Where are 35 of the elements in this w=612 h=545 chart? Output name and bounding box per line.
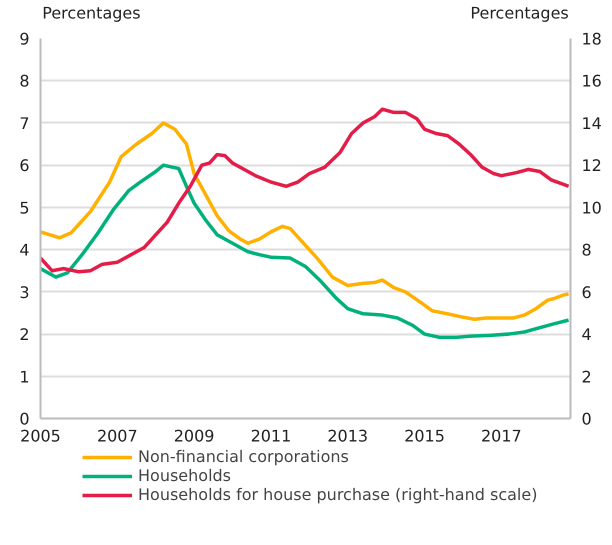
y-tick-label: 0 — [19, 410, 30, 428]
y2-tick-label: 10 — [582, 198, 602, 218]
y-tick-label: 5 — [19, 198, 30, 218]
line-series — [40, 121, 570, 322]
y-tick-label: 7 — [19, 114, 30, 133]
y2-tick-label: 6 — [582, 282, 592, 302]
y-tick-label: 8 — [19, 72, 30, 91]
x-tick-label: 2013 — [327, 426, 368, 446]
legend-label: Households for house purchase (right-hand scale) — [138, 485, 538, 504]
x-tick-label: 2011 — [250, 426, 292, 446]
y2-tick-label: 8 — [582, 240, 592, 260]
y-tick-label: 3 — [19, 282, 30, 302]
y-tick-label: 1 — [19, 367, 30, 386]
x-tick-label: 2017 — [481, 426, 522, 446]
line-series — [40, 163, 570, 340]
x-tick-label: 2007 — [96, 426, 138, 446]
y2-axis-title: Percentages — [470, 4, 569, 22]
y2-tick-label: 16 — [582, 72, 602, 91]
line-series — [40, 107, 570, 274]
y2-tick-label: 18 — [582, 30, 602, 48]
legend-label: Households — [138, 466, 232, 485]
y-axis-title: Percentages — [42, 4, 141, 22]
y2-tick-label: 4 — [582, 325, 592, 344]
y-tick-label: 9 — [19, 30, 30, 48]
x-tick-label: 2005 — [20, 426, 61, 446]
y-tick-label: 2 — [19, 325, 30, 344]
x-tick-label: 2015 — [404, 426, 445, 446]
y2-tick-label: 14 — [582, 114, 602, 133]
y2-tick-label: 12 — [582, 156, 602, 176]
x-tick-label: 2009 — [174, 426, 214, 446]
y2-tick-label: 2 — [582, 367, 592, 386]
y-tick-label: 4 — [19, 240, 30, 260]
legend-label: Non-financial corporations — [138, 447, 349, 466]
y2-tick-label: 0 — [582, 410, 592, 428]
y-tick-label: 6 — [19, 156, 30, 176]
